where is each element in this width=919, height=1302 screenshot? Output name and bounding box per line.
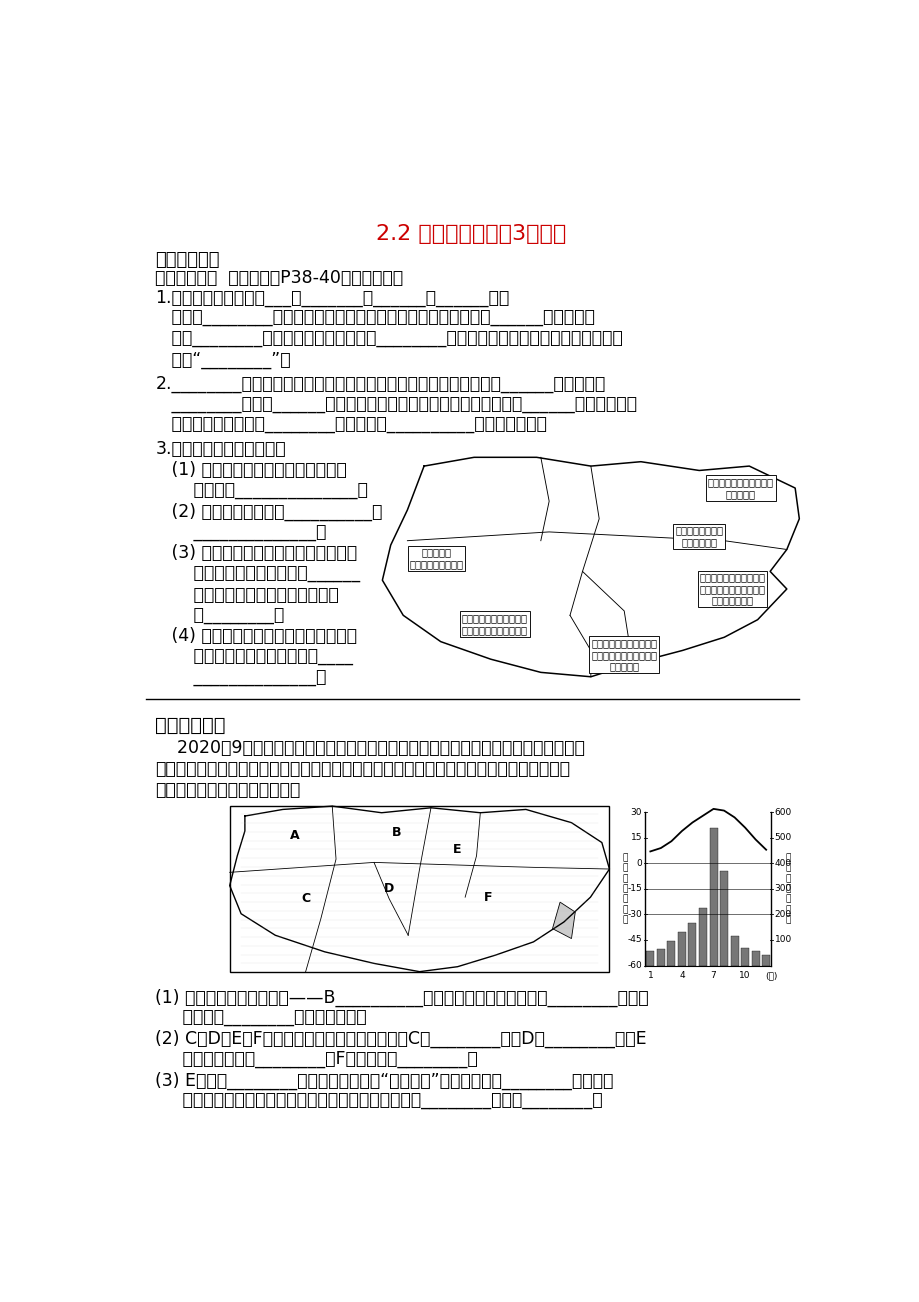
Text: E: E	[453, 842, 461, 855]
Text: 2.2 中国的气候（第3课时）: 2.2 中国的气候（第3课时）	[376, 224, 566, 243]
Text: 华北地区：干旱、
暴雨和洪涝等: 华北地区：干旱、 暴雨和洪涝等	[675, 526, 722, 547]
Bar	[698, 907, 706, 966]
Text: 500: 500	[774, 833, 791, 842]
Text: 2.________是我国发生频繁，损失严重的自然灾害，多出现降水集中______季节，影响: 2.________是我国发生频繁，损失严重的自然灾害，多出现降水集中_____…	[155, 375, 605, 393]
Text: 300: 300	[774, 884, 791, 893]
Text: 4: 4	[678, 971, 684, 980]
Text: 气
温
（
摄
氏
度
）: 气 温 （ 摄 氏 度 ）	[621, 853, 627, 924]
Text: C: C	[301, 892, 310, 905]
Text: 害，在我国，无论是________地区，还是__________亦常出现旱灾。: 害，在我国，无论是________地区，还是__________亦常出现旱灾。	[155, 417, 547, 435]
Bar	[761, 954, 769, 966]
Bar	[709, 828, 717, 966]
Text: ______________。: ______________。	[155, 523, 326, 542]
Text: 10: 10	[739, 971, 750, 980]
Text: -45: -45	[627, 935, 641, 944]
Text: 是________。: 是________。	[155, 607, 284, 625]
Text: 15: 15	[630, 833, 641, 842]
Bar	[230, 806, 608, 971]
Text: 北地区干旱发生的时间是______: 北地区干旱发生的时间是______	[155, 565, 360, 583]
Bar	[741, 948, 748, 966]
Text: 候类型）的影响，读右图，该气候的主要特征是夏季________，冬季________。: 候类型）的影响，读右图，该气候的主要特征是夏季________，冬季______…	[155, 1092, 602, 1109]
Text: 省的行政中心是________，F省的简称是________。: 省的行政中心是________，F省的简称是________。	[155, 1051, 478, 1068]
Text: 同程度秋旱，秋旱导致上述地区的江河库湖蓄水比常年同期明显偏少，影响了水上航运、水: 同程度秋旱，秋旱导致上述地区的江河库湖蓄水比常年同期明显偏少，影响了水上航运、水	[155, 760, 570, 777]
Text: 400: 400	[774, 859, 790, 868]
Text: 7: 7	[709, 971, 716, 980]
Text: 30: 30	[630, 807, 641, 816]
Text: 一、认定目标: 一、认定目标	[155, 251, 220, 270]
Text: (1) 在各种气象气候灾害中，具有全: (1) 在各种气象气候灾害中，具有全	[155, 461, 346, 479]
Text: ________地区；______是对我国农业生产影响最大，最常见且分布______的一种气候灾: ________地区；______是对我国农业生产影响最大，最常见且分布____…	[155, 396, 637, 414]
Bar	[730, 936, 738, 966]
Text: 东北地区：暴雨、洪涝，
低温冷害等: 东北地区：暴雨、洪涝， 低温冷害等	[708, 478, 773, 499]
Text: 2020年9月以来，我国南方大部地区高温少雨，湖南、江西、浙江、安徽等地出现不: 2020年9月以来，我国南方大部地区高温少雨，湖南、江西、浙江、安徽等地出现不	[155, 740, 584, 758]
Text: -15: -15	[627, 884, 641, 893]
Text: 国性的是______________。: 国性的是______________。	[155, 482, 368, 500]
Text: 三、共同探究: 三、共同探究	[155, 716, 225, 736]
Text: 0: 0	[636, 859, 641, 868]
Text: 长江中下游地区：暴雨、
洪涝、干旱、热带风暴，
风暴潮、海啤等: 长江中下游地区：暴雨、 洪涝、干旱、热带风暴， 风暴潮、海啤等	[698, 573, 765, 605]
Text: (3) 干旱灾害影响我国范围广，其中华: (3) 干旱灾害影响我国范围广，其中华	[155, 544, 357, 562]
Text: 西北地区：
干旱、冰雹和暴雨等: 西北地区： 干旱、冰雹和暴雨等	[409, 547, 463, 569]
Text: 受到________；草原牧区，寒潮带来的________会覆盖草场，造成雪灾；在干燥地区，: 受到________；草原牧区，寒潮带来的________会覆盖草场，造成雪灾；…	[155, 331, 622, 348]
Text: 200: 200	[774, 910, 790, 919]
Bar	[751, 952, 759, 966]
Text: -60: -60	[627, 961, 641, 970]
Text: 二、自主学习  请预习课本P38-40回答下列问题: 二、自主学习 请预习课本P38-40回答下列问题	[155, 270, 403, 288]
Text: 1: 1	[647, 971, 652, 980]
Bar	[646, 952, 653, 966]
Text: (1) 受灾地区主要位于秦岭——B__________河一线以南地区，主要属于________带（温: (1) 受灾地区主要位于秦岭——B__________河一线以南地区，主要属于_…	[155, 988, 648, 1006]
Polygon shape	[552, 902, 574, 939]
Text: F: F	[483, 891, 492, 904]
Bar	[687, 923, 696, 966]
Text: D: D	[383, 883, 394, 896]
Text: 力发电、生活用水及农业生产。: 力发电、生活用水及农业生产。	[155, 781, 301, 798]
Bar	[677, 932, 686, 966]
Text: 3.读下图，回答下列问题。: 3.读下图，回答下列问题。	[155, 440, 286, 458]
Text: ______________。: ______________。	[155, 669, 326, 687]
Text: (2) C、D、E、F为此次受旱较严重的省区，其中C是________省，D是________省，E: (2) C、D、E、F为此次受旱较严重的省区，其中C是________省，D是_…	[155, 1030, 646, 1048]
Text: (3) E省地处________平原，该平原成为“鱼米之乡”主要是受惠于________气候（气: (3) E省地处________平原，该平原成为“鱼米之乡”主要是受惠于____…	[155, 1072, 613, 1090]
Bar	[720, 871, 727, 966]
Text: 降
水
量
（
毫
米
）: 降 水 量 （ 毫 米 ）	[785, 853, 790, 924]
Text: 100: 100	[774, 935, 791, 944]
Text: 西南地区：暴雨、干旱，
低温冷害、冰雹、台风等: 西南地区：暴雨、干旱， 低温冷害、冰雹、台风等	[461, 613, 528, 635]
Text: 1.我国特殊天气主要有___、_______、______、______等。: 1.我国特殊天气主要有___、_______、______、______等。	[155, 289, 509, 307]
Bar	[656, 949, 664, 966]
Text: (2) 我国受低温冷害的__________，: (2) 我国受低温冷害的__________，	[155, 503, 382, 521]
Bar	[666, 941, 675, 966]
Text: A: A	[289, 829, 299, 842]
Text: B: B	[391, 825, 401, 838]
Text: -30: -30	[627, 910, 641, 919]
Text: 600: 600	[774, 807, 791, 816]
Text: 引起“________”。: 引起“________”。	[155, 352, 290, 368]
Text: 华南地区：暴雨、干旱，
低温冷害、冰雹、热热风
暴、台风等: 华南地区：暴雨、干旱， 低温冷害、冰雹、热热风 暴、台风等	[591, 638, 656, 672]
Text: 寒潮是________影响我国主要灾害性天气，入侵南方强寒潮，使______地区农作物: 寒潮是________影响我国主要灾害性天气，入侵南方强寒潮，使______地区…	[155, 310, 595, 328]
Text: (月): (月)	[765, 971, 777, 980]
Text: 长江中下游地区干旱发生的时间: 长江中下游地区干旱发生的时间	[155, 586, 339, 604]
Text: 洪涝灾害外，其有益方面有____: 洪涝灾害外，其有益方面有____	[155, 648, 353, 667]
Text: (4) 影响我国东南沿海的台风，除带来: (4) 影响我国东南沿海的台风，除带来	[155, 628, 357, 646]
Text: 度带）和________区（干湿区）。: 度带）和________区（干湿区）。	[155, 1009, 367, 1027]
